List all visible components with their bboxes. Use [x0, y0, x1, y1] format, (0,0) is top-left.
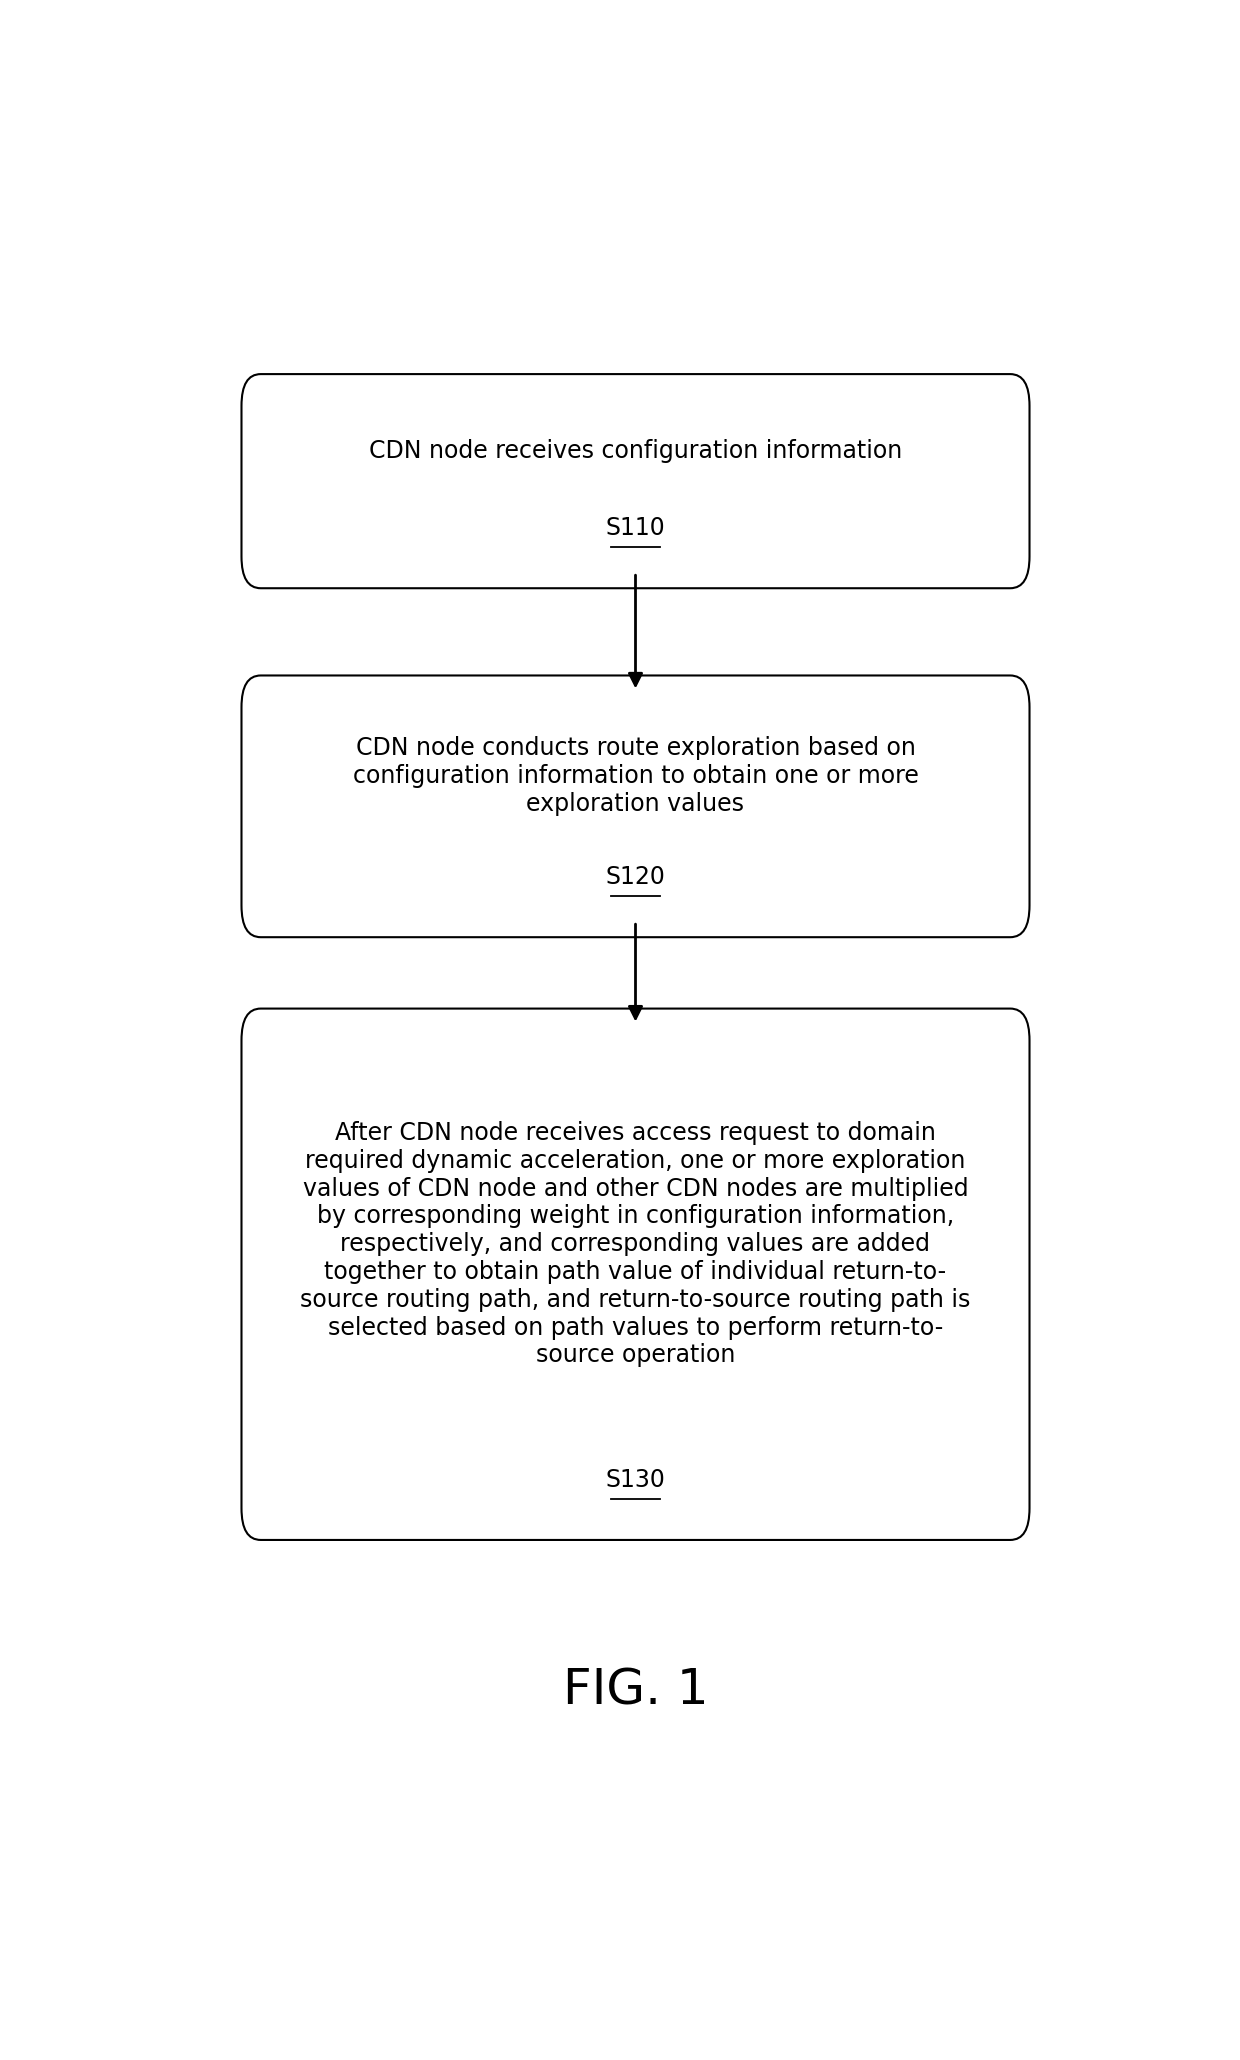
Text: S110: S110 [605, 515, 666, 540]
FancyBboxPatch shape [242, 1009, 1029, 1541]
Text: S130: S130 [605, 1467, 666, 1491]
Text: S120: S120 [605, 865, 666, 890]
FancyBboxPatch shape [242, 676, 1029, 937]
FancyBboxPatch shape [242, 375, 1029, 589]
Text: FIG. 1: FIG. 1 [563, 1667, 708, 1714]
Text: CDN node receives configuration information: CDN node receives configuration informat… [368, 439, 903, 464]
Text: CDN node conducts route exploration based on
configuration information to obtain: CDN node conducts route exploration base… [352, 735, 919, 816]
Text: After CDN node receives access request to domain
required dynamic acceleration, : After CDN node receives access request t… [300, 1121, 971, 1368]
